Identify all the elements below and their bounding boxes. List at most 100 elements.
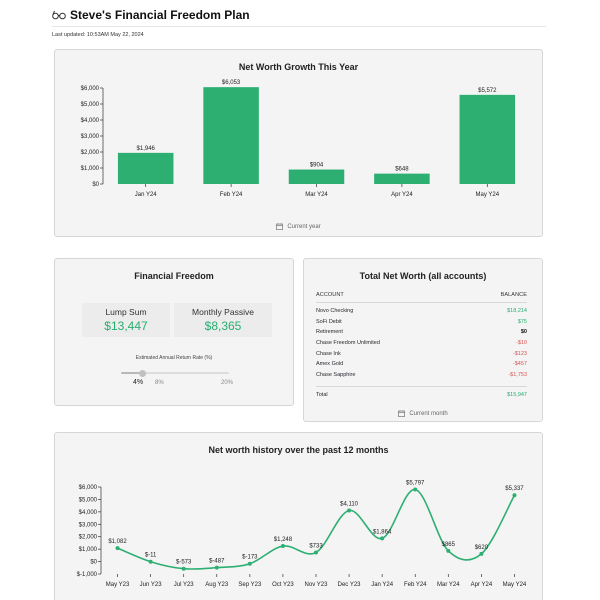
bar-value-label: $6,053 xyxy=(222,80,241,86)
table-body: Novo Checking $18,214 SoFi Debit $75 Retirem… xyxy=(316,303,527,380)
return-rate-label: Estimated Annual Return Rate (%) xyxy=(135,355,213,361)
point-value-label: $-173 xyxy=(242,555,258,561)
bar-apr-y24 xyxy=(374,173,430,184)
slider-thumb[interactable] xyxy=(139,369,147,377)
col-balance: BALANCE xyxy=(500,292,527,298)
x-tick-label: Jan Y24 xyxy=(371,582,394,588)
bar-value-label: $5,572 xyxy=(478,88,497,94)
y-tick-label: $6,000 xyxy=(79,485,98,491)
growth-footer: Current year xyxy=(55,223,542,230)
y-tick-label: $5,000 xyxy=(81,102,100,108)
x-tick-label: May Y23 xyxy=(106,582,130,588)
account-balance: $0 xyxy=(520,329,527,336)
account-name: Chase Sapphire xyxy=(316,371,356,378)
x-tick-label: Jan Y24 xyxy=(135,192,158,198)
point-value-label: $5,797 xyxy=(406,481,425,487)
account-balance: -$123 xyxy=(512,350,527,357)
point-value-label: $620 xyxy=(475,545,489,551)
data-point xyxy=(413,487,418,492)
point-value-label: $865 xyxy=(442,542,456,548)
account-name: Retirement xyxy=(316,329,343,336)
x-tick-label: Apr Y24 xyxy=(471,582,493,588)
bar-feb-y24 xyxy=(203,87,259,184)
point-value-label: $733 xyxy=(309,543,323,549)
data-point xyxy=(148,559,153,564)
x-tick-label: Mar Y24 xyxy=(437,582,460,588)
net-worth-line xyxy=(117,488,516,570)
networth-card: Total Net Worth (all accounts) ACCOUNT B… xyxy=(303,258,543,422)
point-value-label: $-11 xyxy=(145,553,157,559)
x-tick-label: Nov Y23 xyxy=(305,582,329,588)
calendar-icon xyxy=(398,410,406,417)
data-point xyxy=(247,561,252,566)
account-name: SoFi Debit xyxy=(316,318,342,325)
point-value-label: $-487 xyxy=(209,559,225,565)
table-row: Chase Sapphire -$1,753 xyxy=(316,370,527,381)
point-value-label: $4,110 xyxy=(340,501,359,507)
rate-max: 20% xyxy=(221,380,234,386)
return-rate-slider[interactable] xyxy=(121,369,229,377)
y-tick-label: $3,000 xyxy=(81,134,100,140)
y-tick-label: $2,000 xyxy=(79,535,98,541)
bar-value-label: $1,946 xyxy=(137,146,156,152)
point-value-label: $1,248 xyxy=(274,537,293,543)
table-row: SoFi Debit $75 xyxy=(316,317,527,328)
table-row: Chase Freedom Unlimited -$10 xyxy=(316,338,527,349)
account-balance: -$457 xyxy=(512,361,527,368)
account-name: Chase Ink xyxy=(316,350,341,357)
y-tick-label: $0 xyxy=(90,560,97,566)
point-value-label: $-573 xyxy=(176,560,192,566)
rate-current: 4% xyxy=(133,379,144,386)
history-chart-title: Net worth history over the past 12 month… xyxy=(208,445,389,455)
table-row: Novo Checking $18,214 xyxy=(316,306,527,317)
y-tick-label: $5,000 xyxy=(79,497,98,503)
data-point xyxy=(479,551,484,556)
history-chart: $-1,000 $0 $1,000 $2,000 $3,000 $4,000 $5,000 $… xyxy=(77,481,527,588)
bar-may-y24 xyxy=(459,94,516,184)
total-row: Total $15,947 xyxy=(316,386,527,398)
x-tick-label: Dec Y23 xyxy=(338,582,362,588)
networth-footer: Current month xyxy=(304,410,542,417)
data-point xyxy=(347,508,352,513)
y-tick-label: $2,000 xyxy=(81,150,100,156)
growth-footer-label: Current year xyxy=(287,223,321,230)
freedom-card: Financial Freedom Lump Sum $13,447 Month… xyxy=(54,258,294,406)
x-tick-label: Feb Y24 xyxy=(404,582,427,588)
table-row: Chase Ink -$123 xyxy=(316,348,527,359)
account-name: Novo Checking xyxy=(316,308,354,315)
data-point xyxy=(512,493,517,498)
calendar-icon xyxy=(276,223,284,230)
slider-fill xyxy=(121,372,143,374)
x-tick-label: Aug Y23 xyxy=(205,582,229,588)
account-balance: $18,214 xyxy=(507,308,527,315)
data-point xyxy=(314,550,318,555)
lump-sum-label: Lump Sum xyxy=(105,307,147,317)
y-tick-label: $1,000 xyxy=(79,547,98,553)
last-updated: Last updated: 10:53AM May 22, 2024 xyxy=(52,32,144,38)
account-balance: $75 xyxy=(517,318,527,325)
growth-chart-title: Net Worth Growth This Year xyxy=(238,62,359,72)
x-tick-label: Jul Y23 xyxy=(174,582,195,588)
rate-min: 8% xyxy=(155,380,164,386)
history-card: Net worth history over the past 12 month… xyxy=(54,432,543,600)
growth-chart: $0 $1,000 $2,000 $3,000 $4,000 $5,000 $6,000 $1… xyxy=(81,80,516,198)
account-name: Chase Freedom Unlimited xyxy=(316,340,380,347)
table-row: Retirement $0 xyxy=(316,327,527,338)
y-tick-label: $6,000 xyxy=(81,86,100,92)
bar-mar-y24 xyxy=(288,169,345,184)
x-tick-label: Jun Y23 xyxy=(140,582,163,588)
x-tick-label: Feb Y24 xyxy=(220,192,243,198)
y-tick-label: $4,000 xyxy=(79,510,98,516)
y-tick-label: $3,000 xyxy=(79,522,98,528)
x-tick-label: Oct Y23 xyxy=(272,582,294,588)
page-title: Steve's Financial Freedom Plan xyxy=(70,8,250,22)
bar-jan-y24 xyxy=(117,152,174,184)
y-tick-label: $1,000 xyxy=(81,166,100,172)
freedom-title: Financial Freedom xyxy=(134,271,214,281)
lump-sum-value: $13,447 xyxy=(104,319,148,333)
x-tick-label: May Y24 xyxy=(503,582,527,588)
data-point xyxy=(181,566,186,571)
networth-title: Total Net Worth (all accounts) xyxy=(359,271,487,281)
monthly-passive-label: Monthly Passive xyxy=(192,307,254,317)
total-value: $15,947 xyxy=(507,392,527,399)
